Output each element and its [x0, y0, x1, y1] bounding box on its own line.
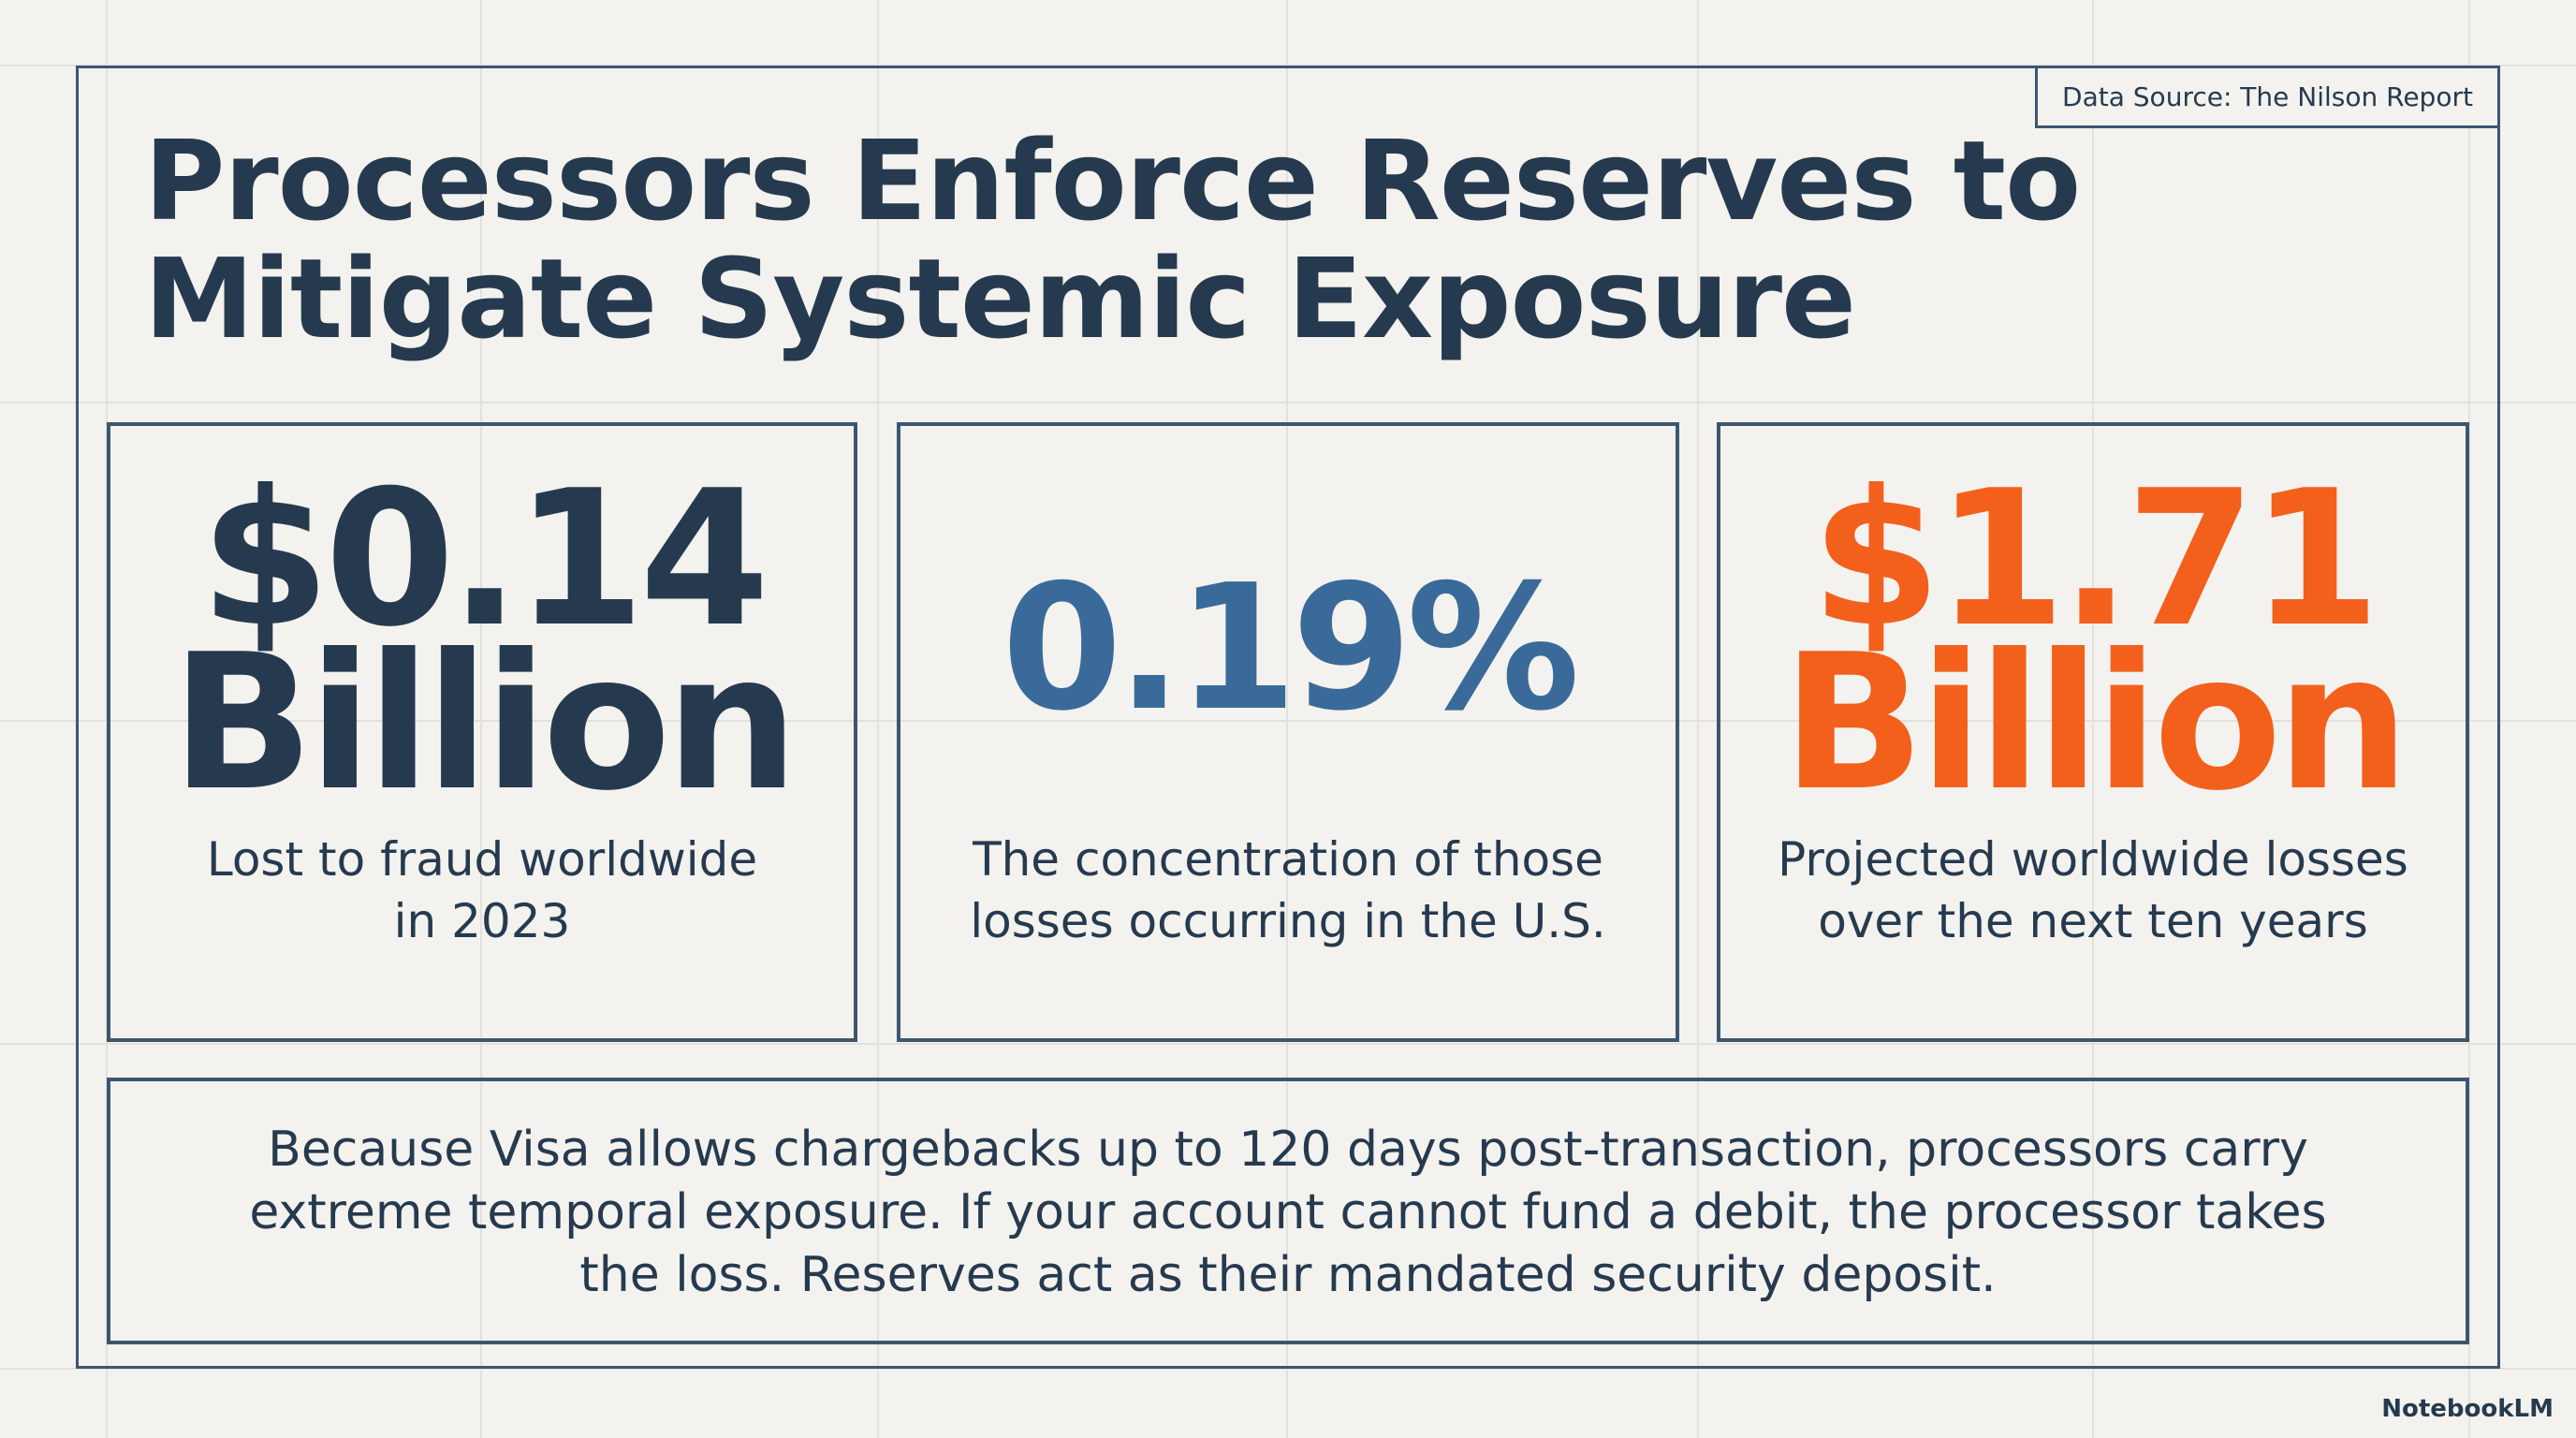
stat-caption: The concentration of those losses occurri…: [900, 829, 1676, 952]
title-line: Mitigate Systemic Exposure: [144, 234, 1856, 363]
data-source: Data Source: The Nilson Report: [2035, 66, 2500, 128]
stat-caption-line: The concentration of those: [973, 832, 1603, 887]
stat-caption-line: in 2023: [393, 894, 571, 948]
stat-value: 0.19%: [900, 547, 1676, 749]
frame: [76, 66, 2500, 1369]
stat-value: $0.14 Billion: [110, 450, 854, 832]
stat-value-line: $0.14: [199, 450, 770, 668]
note-line: the loss. Reserves act as their mandated…: [579, 1247, 1997, 1303]
stat-value-line: Billion: [1781, 614, 2409, 832]
stat-caption: Lost to fraud worldwide in 2023: [110, 829, 854, 952]
stat-value-line: Billion: [170, 614, 798, 832]
stat-card: $0.14 Billion Lost to fraud worldwide in 20…: [107, 422, 857, 1042]
stat-caption-line: over the next ten years: [1818, 894, 2368, 948]
title-line: Processors Enforce Reserves to: [144, 116, 2081, 245]
brand: NotebookLM: [2381, 1395, 2554, 1423]
stat-value-line: 0.19%: [1002, 547, 1580, 749]
stat-caption-line: Lost to fraud worldwide: [206, 832, 758, 887]
stat-caption-line: losses occurring in the U.S.: [970, 894, 1606, 948]
stat-value: $1.71 Billion: [1720, 450, 2466, 832]
stat-card: 0.19% The concentration of those losses oc…: [897, 422, 1679, 1042]
stat-card: $1.71 Billion Projected worldwide losses ov…: [1717, 422, 2469, 1042]
note-line: Because Visa allows chargebacks up to 12…: [268, 1122, 2308, 1178]
stat-caption: Projected worldwide losses over the next …: [1720, 829, 2466, 952]
note-box: Because Visa allows chargebacks up to 12…: [107, 1078, 2469, 1344]
stat-caption-line: Projected worldwide losses: [1778, 832, 2408, 887]
stat-value-line: $1.71: [1810, 450, 2381, 668]
note-line: extreme temporal exposure. If your accou…: [249, 1184, 2327, 1240]
title: Processors Enforce Reserves to Mitigate …: [144, 116, 2081, 363]
